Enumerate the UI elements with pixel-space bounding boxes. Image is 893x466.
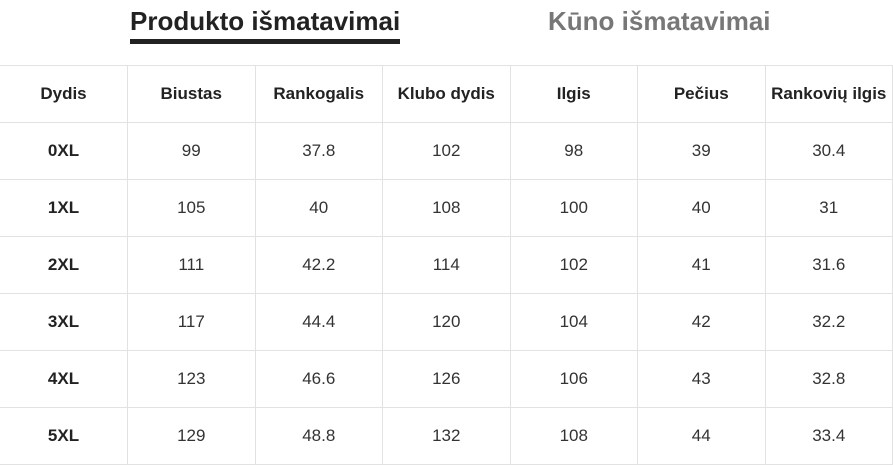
measurement-cell: 46.6 — [254, 350, 383, 408]
measurement-cell: 37.8 — [254, 122, 383, 180]
column-header: Klubo dydis — [382, 65, 511, 123]
tab-product-measurements[interactable]: Produkto išmatavimai — [130, 4, 400, 44]
measurement-cell: 31.6 — [764, 236, 893, 294]
measurement-cell: 100 — [509, 179, 638, 237]
measurement-cell: 98 — [509, 122, 638, 180]
measurement-cell: 42.2 — [254, 236, 383, 294]
measurement-cell: 123 — [127, 350, 256, 408]
table-header-row: Dydis Biustas Rankogalis Klubo dydis Ilgis Pe… — [0, 65, 893, 123]
table-row: 3XL 117 44.4 120 104 42 32.2 — [0, 293, 893, 351]
measurement-cell: 44.4 — [254, 293, 383, 351]
measurement-cell: 33.4 — [764, 407, 893, 465]
measurement-cell: 40 — [254, 179, 383, 237]
measurement-cell: 30.4 — [764, 122, 893, 180]
column-header: Rankovių ilgis — [764, 65, 893, 123]
measurement-cell: 43 — [637, 350, 766, 408]
table-row: 5XL 129 48.8 132 108 44 33.4 — [0, 407, 893, 465]
size-cell: 0XL — [0, 122, 128, 180]
table-row: 0XL 99 37.8 102 98 39 30.4 — [0, 122, 893, 180]
measurement-cell: 40 — [637, 179, 766, 237]
measurement-cell: 129 — [127, 407, 256, 465]
size-chart-table: Dydis Biustas Rankogalis Klubo dydis Ilgis Pe… — [0, 65, 893, 465]
measurement-cell: 111 — [127, 236, 256, 294]
column-header: Dydis — [0, 65, 128, 123]
measurement-cell: 48.8 — [254, 407, 383, 465]
measurement-cell: 105 — [127, 179, 256, 237]
measurement-cell: 31 — [764, 179, 893, 237]
table-row: 4XL 123 46.6 126 106 43 32.8 — [0, 350, 893, 408]
table-row: 1XL 105 40 108 100 40 31 — [0, 179, 893, 237]
size-cell: 5XL — [0, 407, 128, 465]
size-cell: 1XL — [0, 179, 128, 237]
measurement-tabs: Produkto išmatavimai Kūno išmatavimai — [0, 0, 893, 65]
measurement-cell: 117 — [127, 293, 256, 351]
measurement-cell: 120 — [382, 293, 511, 351]
measurement-cell: 108 — [509, 407, 638, 465]
measurement-cell: 106 — [509, 350, 638, 408]
column-header: Ilgis — [509, 65, 638, 123]
measurement-cell: 41 — [637, 236, 766, 294]
measurement-cell: 32.2 — [764, 293, 893, 351]
measurement-cell: 32.8 — [764, 350, 893, 408]
column-header: Rankogalis — [254, 65, 383, 123]
measurement-cell: 104 — [509, 293, 638, 351]
measurement-cell: 102 — [382, 122, 511, 180]
table-row: 2XL 111 42.2 114 102 41 31.6 — [0, 236, 893, 294]
measurement-cell: 108 — [382, 179, 511, 237]
column-header: Pečius — [637, 65, 766, 123]
measurement-cell: 44 — [637, 407, 766, 465]
size-cell: 2XL — [0, 236, 128, 294]
size-cell: 4XL — [0, 350, 128, 408]
measurement-cell: 99 — [127, 122, 256, 180]
measurement-cell: 42 — [637, 293, 766, 351]
size-cell: 3XL — [0, 293, 128, 351]
tab-body-measurements[interactable]: Kūno išmatavimai — [548, 6, 771, 36]
measurement-cell: 132 — [382, 407, 511, 465]
measurement-cell: 114 — [382, 236, 511, 294]
measurement-cell: 126 — [382, 350, 511, 408]
column-header: Biustas — [127, 65, 256, 123]
measurement-cell: 39 — [637, 122, 766, 180]
measurement-cell: 102 — [509, 236, 638, 294]
